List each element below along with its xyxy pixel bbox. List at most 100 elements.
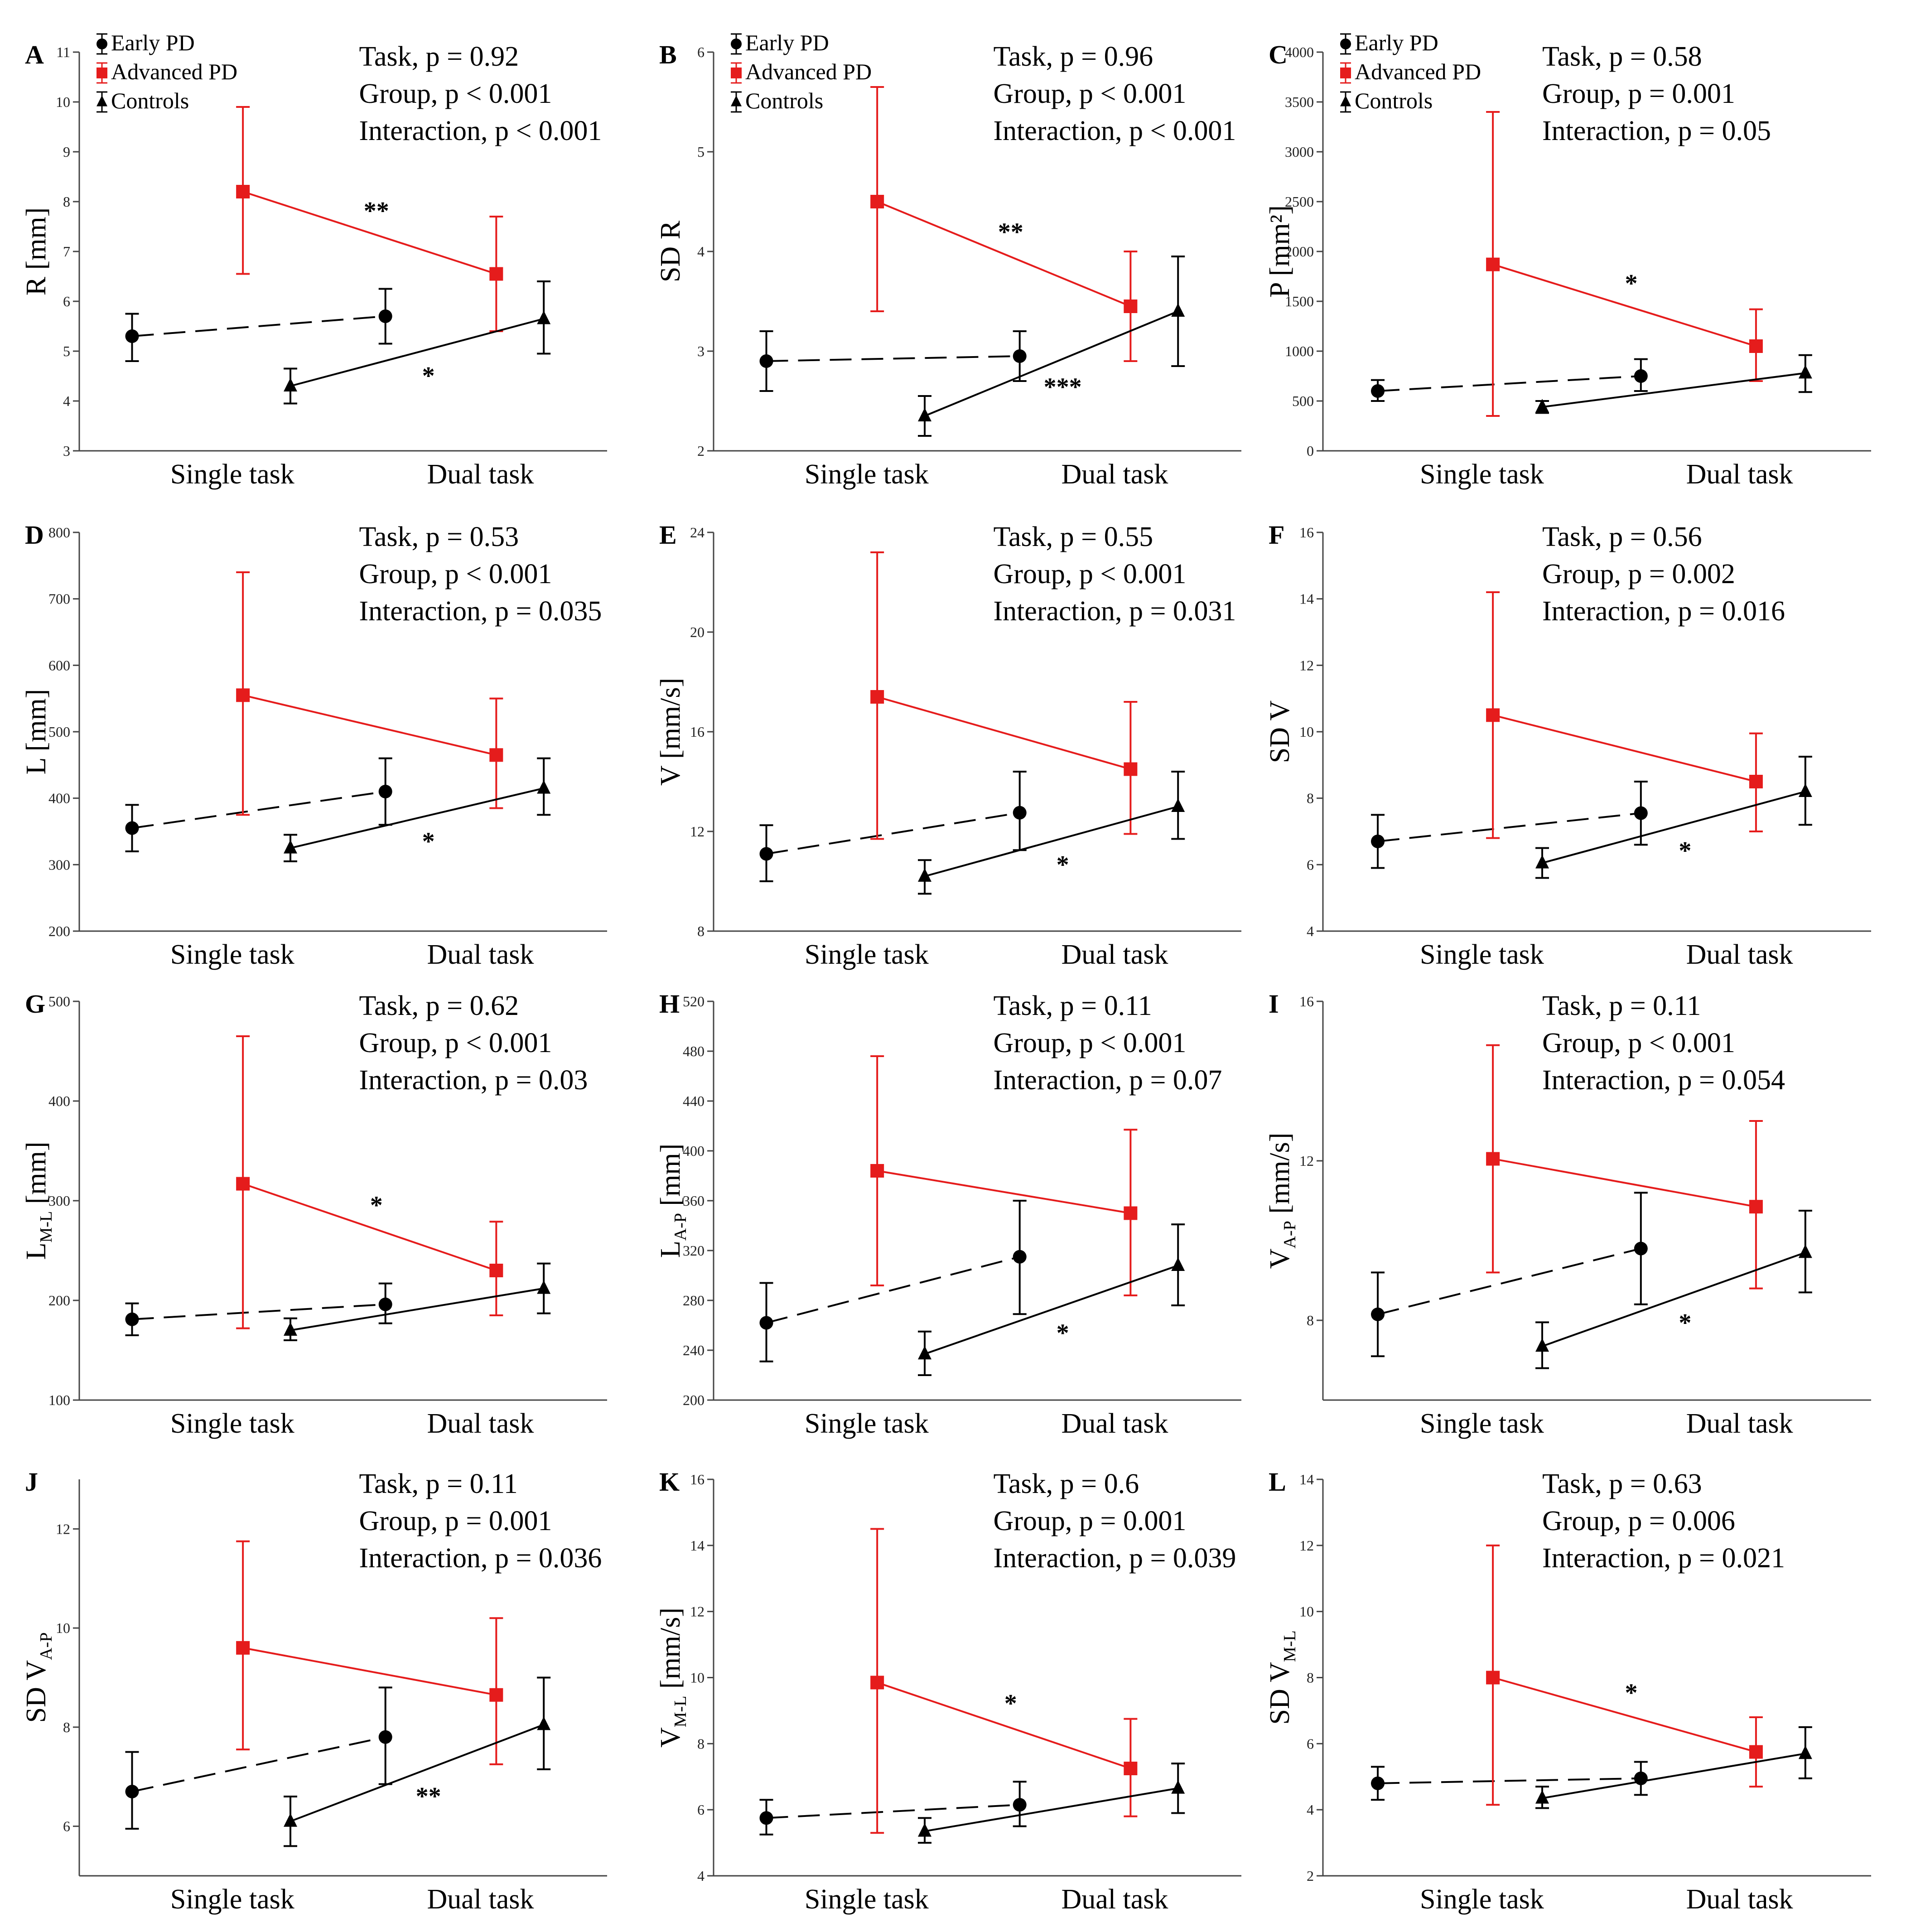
series-line-controls — [1542, 1251, 1806, 1348]
y-label-main: V — [655, 1727, 686, 1748]
y-tick-label: 12 — [1299, 1153, 1314, 1169]
y-label-main: SD V — [1264, 700, 1295, 763]
y-tick-label: 360 — [683, 1193, 705, 1209]
stat-text: Task, p = 0.11 — [1542, 990, 1701, 1021]
data-point-early — [1634, 1241, 1648, 1256]
data-point-early — [1013, 349, 1027, 363]
x-category-label: Dual task — [1686, 939, 1793, 970]
panel-b: 2 3 4 5 6 B SD R Single task Dual task Task, p = … — [655, 30, 1241, 490]
y-axis-label: LA-P [mm] — [655, 1144, 690, 1258]
panel-letter: E — [659, 520, 677, 550]
data-point-advanced — [1124, 299, 1138, 313]
legend-label: Advanced PD — [111, 59, 237, 84]
panel-i: 8 12 16 I VA-P [mm/s] Single task Dual task Tas… — [1264, 989, 1871, 1439]
significance-marker: * — [1057, 851, 1069, 879]
significance-marker: * — [1004, 1690, 1017, 1718]
significance-marker: * — [1057, 1319, 1069, 1348]
x-category-label: Dual task — [427, 459, 534, 490]
y-label-main: V — [1264, 1248, 1295, 1269]
x-category-label: Dual task — [1061, 1408, 1168, 1439]
y-tick-label: 16 — [690, 724, 705, 740]
y-tick-label: 3 — [697, 343, 705, 359]
data-point-advanced — [1486, 708, 1500, 722]
data-point-controls — [1535, 399, 1549, 413]
y-tick-label: 5 — [697, 144, 705, 160]
legend-marker — [731, 68, 742, 78]
y-tick-label: 5 — [63, 343, 70, 359]
stat-text: Interaction, p = 0.036 — [359, 1543, 602, 1574]
y-tick-label: 6 — [697, 1802, 705, 1818]
stat-text: Group, p = 0.002 — [1542, 559, 1735, 589]
series-line-controls — [290, 787, 544, 849]
data-point-advanced — [489, 1688, 503, 1702]
series-line-early — [766, 811, 1020, 855]
data-point-advanced — [489, 1264, 503, 1277]
significance-marker: * — [1679, 1309, 1691, 1337]
y-tick-label: 200 — [683, 1392, 705, 1408]
legend-label: Early PD — [745, 30, 829, 55]
y-tick-label: 10 — [56, 94, 70, 110]
data-point-controls — [918, 1346, 931, 1360]
data-point-controls — [1171, 1780, 1185, 1794]
y-tick-label: 12 — [1299, 657, 1314, 673]
y-label-main: V [mm/s] — [655, 678, 686, 786]
series-line-early — [766, 1804, 1020, 1819]
series-line-controls — [1542, 372, 1806, 408]
data-point-early — [378, 309, 392, 323]
y-tick-label: 12 — [690, 1604, 705, 1620]
y-tick-label: 200 — [48, 1292, 70, 1309]
y-tick-label: 4 — [697, 1868, 705, 1884]
y-tick-label: 400 — [48, 790, 70, 807]
y-tick-label: 4 — [697, 243, 705, 260]
series-line-advanced — [242, 1647, 497, 1696]
data-point-advanced — [1124, 1206, 1138, 1220]
y-tick-label: 2 — [697, 443, 705, 459]
y-axis-label: LM-L [mm] — [21, 1142, 56, 1260]
y-tick-label: 1000 — [1285, 343, 1314, 359]
legend-label: Controls — [111, 88, 189, 113]
y-tick-label: 9 — [63, 144, 70, 160]
x-category-label: Single task — [805, 1884, 929, 1915]
y-tick-label: 24 — [690, 524, 705, 541]
y-label-subscript: M-L — [37, 1211, 56, 1243]
panel-letter: H — [659, 989, 680, 1019]
panel-letter: A — [25, 40, 44, 69]
y-tick-label: 12 — [56, 1521, 70, 1537]
x-category-label: Single task — [805, 1408, 929, 1439]
stat-text: Interaction, p < 0.001 — [359, 116, 602, 146]
data-point-advanced — [1749, 775, 1763, 788]
data-point-controls — [537, 310, 551, 324]
y-label-subscript: M-L — [671, 1696, 690, 1728]
series-line-advanced — [877, 201, 1131, 307]
y-tick-label: 11 — [56, 44, 70, 60]
stat-text: Task, p = 0.92 — [359, 41, 519, 72]
stat-text: Interaction, p = 0.039 — [993, 1543, 1236, 1574]
legend-label: Controls — [745, 88, 823, 113]
legend-marker — [97, 95, 107, 106]
y-axis-label: L [mm] — [21, 689, 52, 775]
stat-text: Group, p < 0.001 — [359, 78, 552, 109]
data-point-controls — [1798, 1745, 1812, 1759]
y-tick-label: 500 — [1292, 393, 1314, 409]
y-tick-label: 8 — [1307, 1670, 1314, 1686]
series-line-early — [132, 791, 386, 829]
y-label-subscript: A-P — [671, 1213, 690, 1241]
data-point-advanced — [236, 688, 250, 702]
stat-text: Interaction, p = 0.016 — [1542, 596, 1785, 627]
data-point-controls — [918, 868, 931, 882]
significance-marker: ** — [364, 197, 389, 225]
data-point-advanced — [870, 195, 884, 208]
x-category-label: Single task — [170, 459, 294, 490]
y-label-main: L — [21, 1243, 52, 1260]
data-point-early — [125, 329, 139, 343]
panel-j: 6 8 10 12 J SD VA-P Single task Dual task Task, … — [21, 1467, 607, 1915]
y-tick-label: 300 — [48, 856, 70, 873]
data-point-advanced — [1749, 1200, 1763, 1214]
y-axis-label: SD VM-L — [1264, 1630, 1299, 1724]
y-tick-label: 10 — [1299, 1604, 1314, 1620]
data-point-controls — [284, 378, 297, 391]
legend-marker — [1340, 95, 1351, 106]
panel-letter: K — [659, 1467, 680, 1497]
panel-letter: L — [1269, 1467, 1286, 1497]
data-point-controls — [537, 1716, 551, 1730]
